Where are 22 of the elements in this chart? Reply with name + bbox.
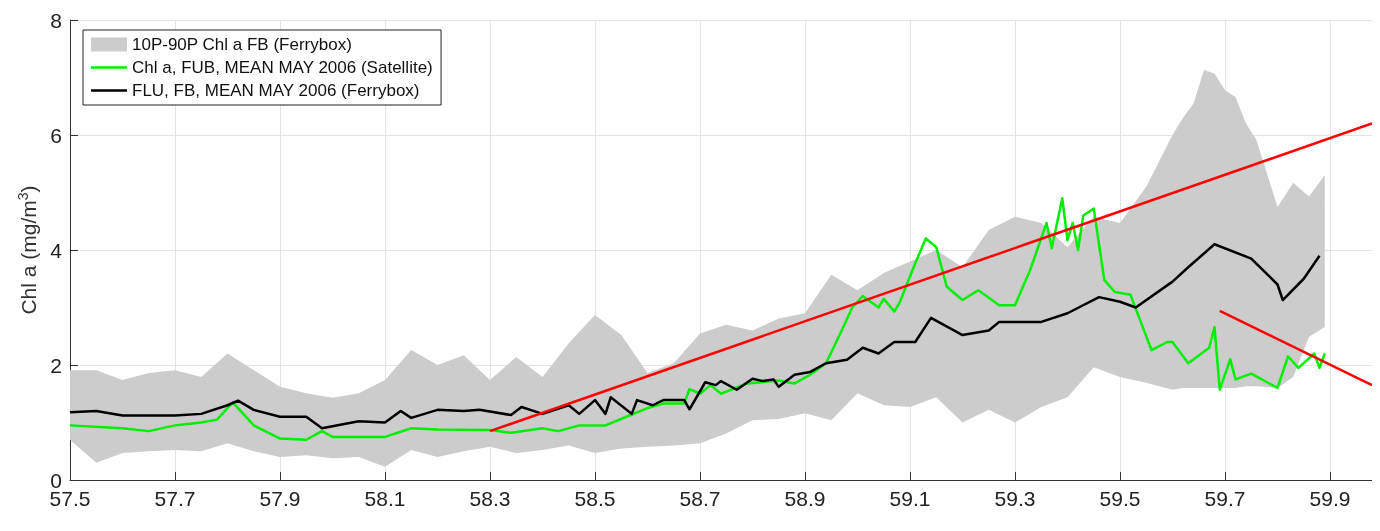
x-tick-label: 57.7 [154,487,196,510]
line-series [68,197,1326,441]
legend-label: Chl a, FUB, MEAN MAY 2006 (Satellite) [132,58,433,77]
x-tick-label: 59.5 [1099,487,1141,510]
legend-label: FLU, FB, MEAN MAY 2006 (Ferrybox) [132,81,420,100]
x-tick-label: 58.1 [364,487,406,510]
x-tick-label: 59.9 [1309,487,1351,510]
y-tick-label: 2 [50,353,62,377]
line-series [68,243,1321,430]
x-tick-label: 57.9 [259,487,301,510]
x-tick-label: 59.7 [1204,487,1246,510]
y-axis-title: Chl a (mg/m3) [15,185,40,315]
y-tick-label: 6 [50,123,62,147]
x-tick-label: 58.7 [679,487,721,510]
x-tick-label: 59.1 [889,487,931,510]
x-tick-label: 58.5 [574,487,616,510]
y-tick-label: 4 [50,238,63,262]
x-tick-label: 58.9 [784,487,826,510]
legend-label: 10P-90P Chl a FB (Ferrybox) [132,35,352,54]
x-tick-label: 59.3 [994,487,1036,510]
y-tick-label: 8 [50,8,62,32]
x-tick-label: 58.3 [469,487,511,510]
